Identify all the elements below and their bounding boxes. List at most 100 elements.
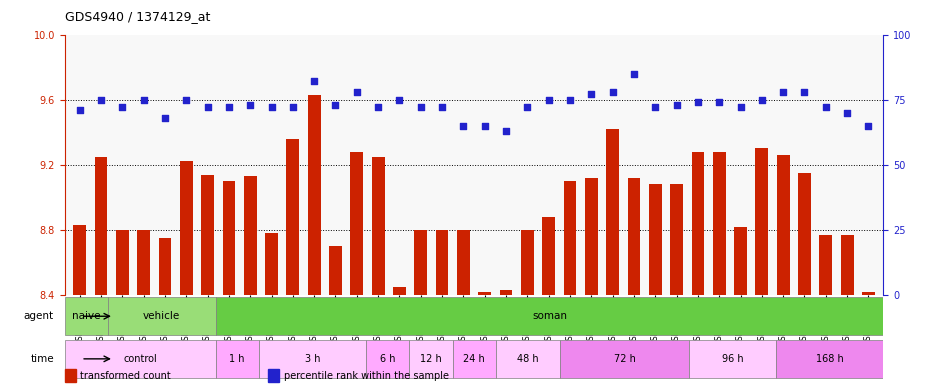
Bar (287, 139, 300, 295)
Text: 12 h: 12 h (420, 354, 442, 364)
FancyBboxPatch shape (259, 340, 366, 378)
Bar (158, 238, 171, 295)
Point (755, 97, 770, 103)
Point (669, 102, 684, 108)
Bar (671, 184, 683, 295)
Bar (841, 235, 854, 295)
Point (72, 107, 87, 113)
Point (286, 104, 301, 111)
FancyBboxPatch shape (452, 340, 496, 378)
Bar (202, 174, 214, 295)
Point (690, 99, 705, 105)
Text: vehicle: vehicle (143, 311, 180, 321)
Bar (798, 173, 811, 295)
FancyBboxPatch shape (366, 340, 410, 378)
Point (307, 78, 322, 84)
Bar (862, 292, 875, 295)
Bar (436, 230, 449, 295)
Point (350, 89, 364, 95)
Bar (329, 246, 342, 295)
FancyBboxPatch shape (108, 297, 216, 335)
FancyBboxPatch shape (689, 340, 776, 378)
Bar (457, 230, 470, 295)
Point (584, 91, 598, 98)
Bar (542, 217, 555, 295)
Point (776, 89, 791, 95)
Bar (265, 233, 278, 295)
FancyBboxPatch shape (65, 340, 216, 378)
Point (797, 89, 812, 95)
Point (605, 89, 620, 95)
Text: 168 h: 168 h (816, 354, 844, 364)
Text: soman: soman (532, 311, 567, 321)
Point (562, 97, 577, 103)
Text: 1 h: 1 h (229, 354, 245, 364)
Point (328, 102, 343, 108)
Point (435, 104, 450, 111)
FancyBboxPatch shape (216, 340, 259, 378)
Bar (756, 149, 769, 295)
Point (541, 97, 556, 103)
FancyBboxPatch shape (410, 340, 452, 378)
Point (819, 104, 833, 111)
Bar (116, 230, 129, 295)
Point (626, 71, 641, 77)
Point (861, 122, 876, 129)
Text: percentile rank within the sample: percentile rank within the sample (284, 371, 449, 381)
Point (93, 97, 108, 103)
Bar (627, 178, 640, 295)
FancyBboxPatch shape (561, 340, 689, 378)
Point (371, 104, 386, 111)
Text: GDS4940 / 1374129_at: GDS4940 / 1374129_at (65, 10, 210, 23)
Point (265, 104, 279, 111)
Text: 6 h: 6 h (380, 354, 396, 364)
Bar (393, 287, 406, 295)
Point (456, 122, 471, 129)
Bar (713, 152, 725, 295)
Bar (351, 152, 364, 295)
FancyBboxPatch shape (216, 297, 883, 335)
Bar (73, 225, 86, 295)
Point (520, 104, 535, 111)
Bar (308, 95, 321, 295)
Bar (137, 230, 150, 295)
Text: time: time (31, 354, 54, 364)
Point (136, 97, 151, 103)
Point (115, 104, 130, 111)
Point (712, 99, 727, 105)
Point (179, 97, 193, 103)
Point (243, 102, 258, 108)
Bar (734, 227, 747, 295)
Bar (372, 157, 385, 295)
Bar (648, 184, 661, 295)
Text: 24 h: 24 h (463, 354, 485, 364)
Bar (179, 162, 192, 295)
Text: transformed count: transformed count (80, 371, 171, 381)
FancyBboxPatch shape (776, 340, 883, 378)
Bar (94, 157, 107, 295)
Point (392, 97, 407, 103)
FancyBboxPatch shape (496, 340, 561, 378)
Text: naive: naive (72, 311, 101, 321)
Text: 96 h: 96 h (722, 354, 744, 364)
Bar (692, 152, 704, 295)
Bar (414, 230, 427, 295)
FancyBboxPatch shape (65, 297, 108, 335)
Text: 3 h: 3 h (304, 354, 320, 364)
Bar (563, 181, 576, 295)
Bar (777, 155, 790, 295)
Point (413, 104, 428, 111)
Point (648, 104, 662, 111)
Point (734, 104, 748, 111)
Point (499, 128, 513, 134)
Text: 72 h: 72 h (614, 354, 635, 364)
Bar (820, 235, 832, 295)
Bar (521, 230, 534, 295)
Bar (223, 181, 235, 295)
Text: agent: agent (24, 311, 54, 321)
Bar (606, 129, 619, 295)
Text: control: control (123, 354, 157, 364)
Bar (244, 176, 256, 295)
Point (157, 115, 172, 121)
Point (221, 104, 236, 111)
